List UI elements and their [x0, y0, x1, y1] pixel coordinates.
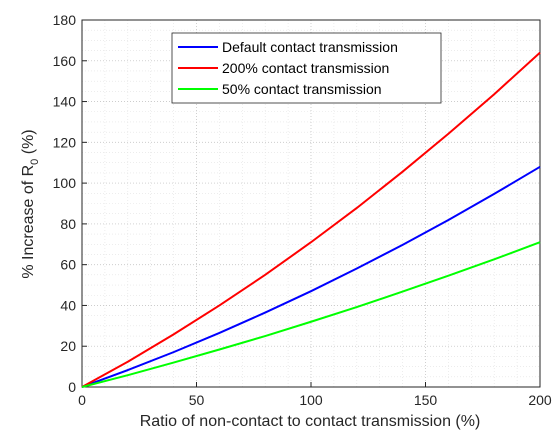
legend-label: Default contact transmission — [222, 39, 398, 55]
series-line — [81, 165, 541, 388]
y-tick-label: 140 — [53, 94, 77, 110]
y-tick-label: 80 — [60, 216, 76, 232]
y-tick-label: 60 — [60, 257, 76, 273]
legend-label: 200% contact transmission — [222, 60, 389, 76]
y-axis-label-sub: 0 — [29, 159, 41, 165]
legend: Default contact transmission 200% contact… — [171, 32, 442, 104]
x-tick-label: 200 — [528, 392, 552, 408]
y-axis-label: % Increase of R0 (%) — [20, 129, 41, 278]
legend-label: 50% contact transmission — [222, 81, 382, 97]
y-tick-label: 0 — [68, 379, 76, 395]
y-tick-label: 120 — [53, 134, 77, 150]
x-axis-label: Ratio of non-contact to contact transmis… — [140, 413, 481, 430]
series-line — [81, 241, 541, 388]
y-tick-label: 40 — [60, 297, 76, 313]
x-tick-label: 100 — [299, 392, 323, 408]
y-tick-label: 20 — [60, 338, 76, 354]
series-line — [81, 51, 541, 388]
y-tick-label: 180 — [53, 12, 77, 28]
plot-frame — [81, 19, 541, 388]
y-axis-label-main: % Increase of R — [20, 165, 37, 279]
x-tick-label: 0 — [78, 392, 86, 408]
y-axis-label-end: (%) — [20, 129, 37, 158]
y-tick-label: 100 — [53, 175, 77, 191]
y-tick-label: 160 — [53, 53, 77, 69]
x-tick-label: 50 — [189, 392, 205, 408]
x-tick-label: 150 — [414, 392, 438, 408]
